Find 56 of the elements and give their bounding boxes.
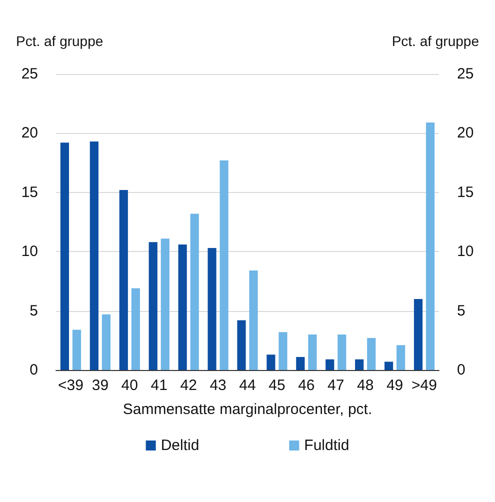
y-tick-label: 20 — [21, 124, 38, 142]
y2-tick-label: 15 — [457, 184, 474, 201]
x-tick-label: 42 — [180, 377, 197, 394]
y-tick-label: 5 — [30, 302, 38, 320]
y2-tick-label: 20 — [457, 124, 474, 142]
y-tick-label: 10 — [21, 243, 38, 260]
bar — [384, 362, 394, 370]
y-tick-label: 15 — [21, 184, 38, 201]
x-tick-label: 43 — [210, 377, 226, 394]
bar — [296, 356, 305, 370]
bar — [266, 354, 276, 370]
x-tick-label: >49 — [412, 377, 437, 394]
bar — [190, 214, 199, 370]
bar — [355, 359, 364, 370]
y-tick-label: 0 — [30, 362, 38, 378]
x-tick-label: 46 — [298, 377, 315, 394]
bar — [178, 244, 187, 370]
bar — [237, 320, 246, 370]
x-tick-label: 49 — [386, 377, 404, 394]
y-axis-title: Pct. af gruppe — [16, 33, 104, 49]
legend-label: Fuldtid — [304, 437, 350, 454]
x-axis-title: Sammensatte marginalprocenter, pct. — [122, 401, 372, 418]
bar — [160, 238, 170, 370]
x-tick-label: 39 — [92, 377, 109, 394]
y2-tick-label: 10 — [457, 243, 474, 260]
bar — [249, 270, 258, 370]
bar — [308, 334, 317, 370]
bar — [119, 190, 128, 370]
bar — [208, 248, 216, 370]
legend-label: Deltid — [160, 437, 200, 454]
y2-tick-label: 0 — [457, 362, 466, 378]
bar — [326, 359, 334, 370]
bar — [90, 141, 98, 370]
x-tick-label: 45 — [268, 377, 286, 394]
y-tick-label: 25 — [21, 66, 38, 82]
bar — [367, 338, 376, 370]
x-tick-label: 41 — [150, 377, 168, 394]
x-tick-label: 40 — [121, 377, 138, 394]
bar — [220, 160, 228, 370]
bar — [414, 298, 423, 370]
bar — [278, 332, 288, 370]
bar — [72, 330, 82, 370]
bar — [102, 314, 111, 370]
x-tick-label: 44 — [239, 377, 256, 394]
bar — [148, 242, 158, 370]
bar — [60, 142, 70, 370]
bar — [396, 345, 406, 370]
y2-tick-label: 25 — [457, 66, 474, 82]
x-tick-label: 48 — [357, 377, 374, 394]
y2-tick-label: 5 — [457, 302, 466, 320]
bar — [426, 122, 435, 370]
x-tick-label: <39 — [58, 377, 84, 394]
bar — [131, 288, 140, 370]
bar — [338, 334, 346, 370]
y2-axis-title: Pct. af gruppe — [392, 33, 480, 49]
x-tick-label: 47 — [328, 377, 344, 394]
